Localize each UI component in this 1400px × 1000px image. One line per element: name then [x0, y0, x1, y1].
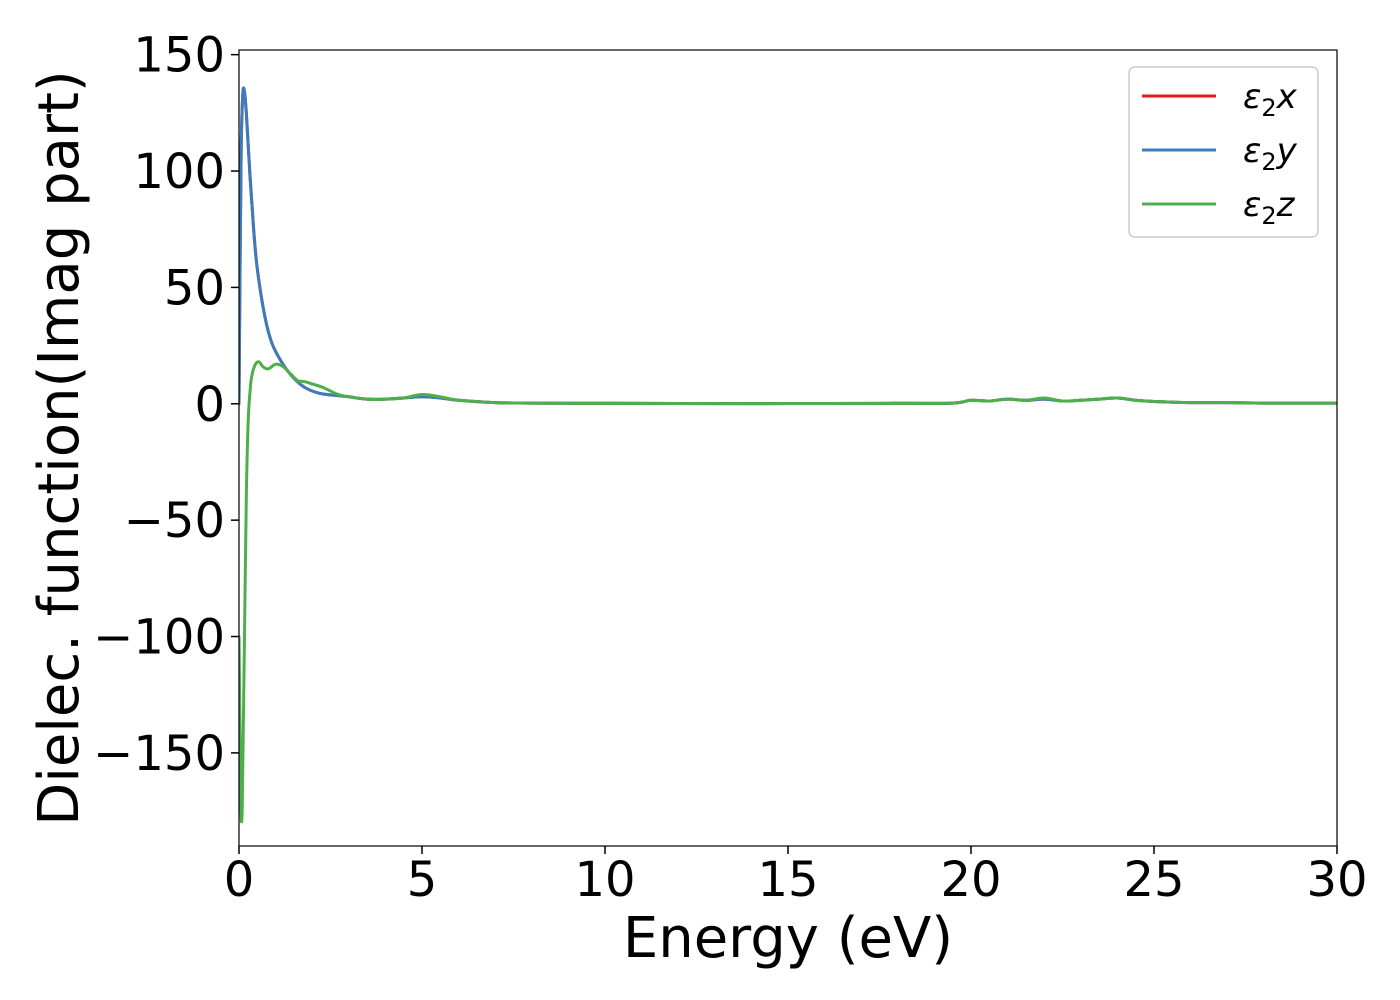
legend-subscript: 2 [1261, 148, 1276, 176]
legend-subscript: 2 [1261, 94, 1276, 122]
legend-symbol: ε [1243, 77, 1261, 117]
plot-series-layer [239, 86, 1337, 824]
y-axis-label: Dielec. function(Imag part) [27, 70, 92, 826]
x-tick-label: 20 [940, 852, 1001, 908]
x-tick-label: 0 [224, 852, 255, 908]
y-tick-label: −50 [124, 493, 225, 549]
tick-layer: 0 5 10 15 20 25 30 150 100 50 0 −50 −100 −150 [93, 28, 1367, 908]
legend-variable: y [1276, 131, 1298, 171]
legend-label-x: ε2x [1243, 77, 1298, 122]
y-tick-label: 100 [133, 144, 225, 200]
x-tick-label: 10 [574, 852, 635, 908]
y-tick-label: 0 [194, 377, 225, 433]
legend-frame [1128, 66, 1319, 238]
legend-symbol: ε [1243, 131, 1261, 171]
y-tick-label: 150 [133, 28, 225, 84]
x-tick-label: 15 [757, 852, 818, 908]
x-axis-label: Energy (eV) [623, 906, 953, 971]
series-line-z [239, 360, 1337, 824]
legend-variable: x [1276, 77, 1298, 117]
y-tick-label: −100 [93, 610, 225, 666]
legend-subscript: 2 [1261, 202, 1276, 230]
x-tick-label: 30 [1306, 852, 1367, 908]
legend-symbol: ε [1243, 185, 1261, 225]
legend-label-z: ε2z [1243, 185, 1296, 230]
y-tick-label: 50 [164, 260, 225, 316]
x-tick-label: 5 [407, 852, 438, 908]
y-tick-label: −150 [93, 726, 225, 782]
x-tick-label: 25 [1123, 852, 1184, 908]
legend-variable: z [1276, 185, 1296, 225]
legend-label-y: ε2y [1243, 131, 1298, 176]
